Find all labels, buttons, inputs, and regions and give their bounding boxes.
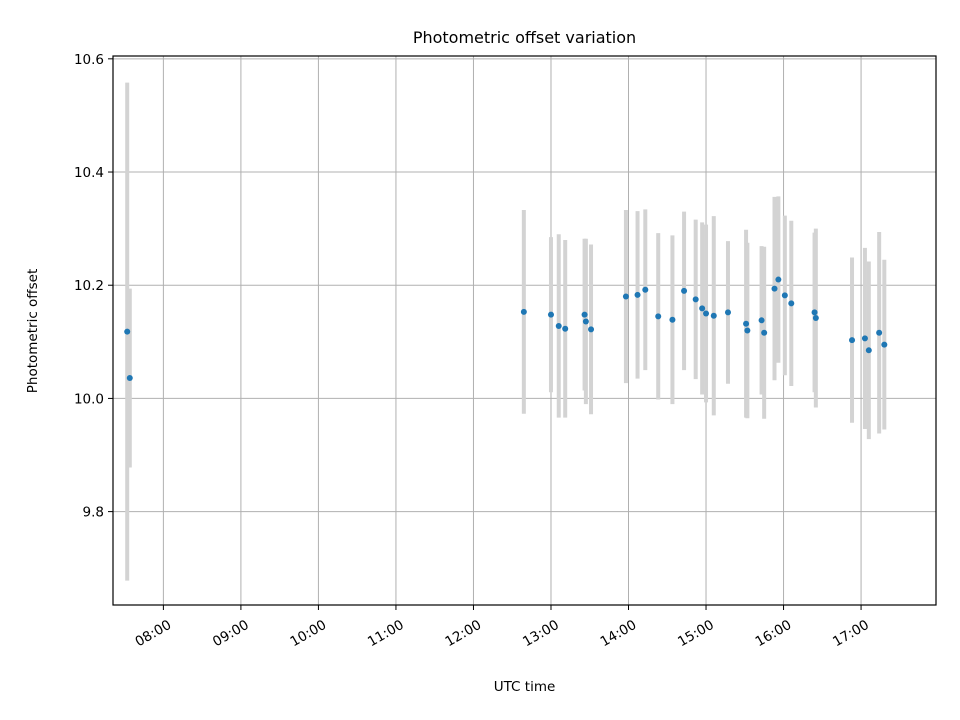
data-point [761, 329, 768, 336]
data-point [788, 300, 795, 307]
data-point [744, 327, 751, 334]
x-axis-label: UTC time [494, 679, 556, 695]
y-tick-label: 10.6 [74, 52, 104, 68]
data-point [562, 325, 569, 332]
data-point [703, 310, 710, 317]
data-point [876, 329, 883, 336]
y-tick-label: 10.0 [74, 391, 104, 407]
data-point [669, 316, 676, 323]
data-point [775, 276, 782, 283]
data-point [771, 285, 778, 292]
data-point [622, 293, 629, 300]
data-point [849, 337, 856, 344]
data-point [743, 320, 750, 327]
data-point [865, 347, 872, 354]
data-point [124, 328, 131, 335]
data-point [781, 292, 788, 299]
data-point [692, 296, 699, 303]
data-point [881, 341, 888, 348]
y-axis-label: Photometric offset [25, 269, 41, 393]
data-point [520, 308, 527, 315]
y-tick-label: 9.8 [83, 505, 104, 521]
data-point [758, 317, 765, 324]
plot-frame [112, 55, 937, 606]
data-point [634, 291, 641, 298]
chart-title: Photometric offset variation [413, 28, 636, 47]
data-point [724, 309, 731, 316]
data-point [681, 287, 688, 294]
data-point [710, 312, 717, 319]
data-point [699, 305, 706, 312]
data-points [124, 276, 888, 382]
data-point [655, 313, 662, 320]
data-point [582, 318, 589, 325]
y-tick-label: 10.4 [74, 165, 104, 181]
data-point [555, 322, 562, 329]
data-point [581, 311, 588, 318]
y-axis-ticks: 9.8 10.0 10.2 10.4 10.6 [74, 52, 113, 521]
data-point [588, 326, 595, 333]
y-tick-label: 10.2 [74, 278, 104, 294]
data-point [547, 311, 554, 318]
data-point [642, 286, 649, 293]
grid [113, 56, 936, 605]
data-point [812, 315, 819, 322]
data-point [126, 375, 133, 382]
data-point [861, 335, 868, 342]
data-point [811, 309, 818, 316]
